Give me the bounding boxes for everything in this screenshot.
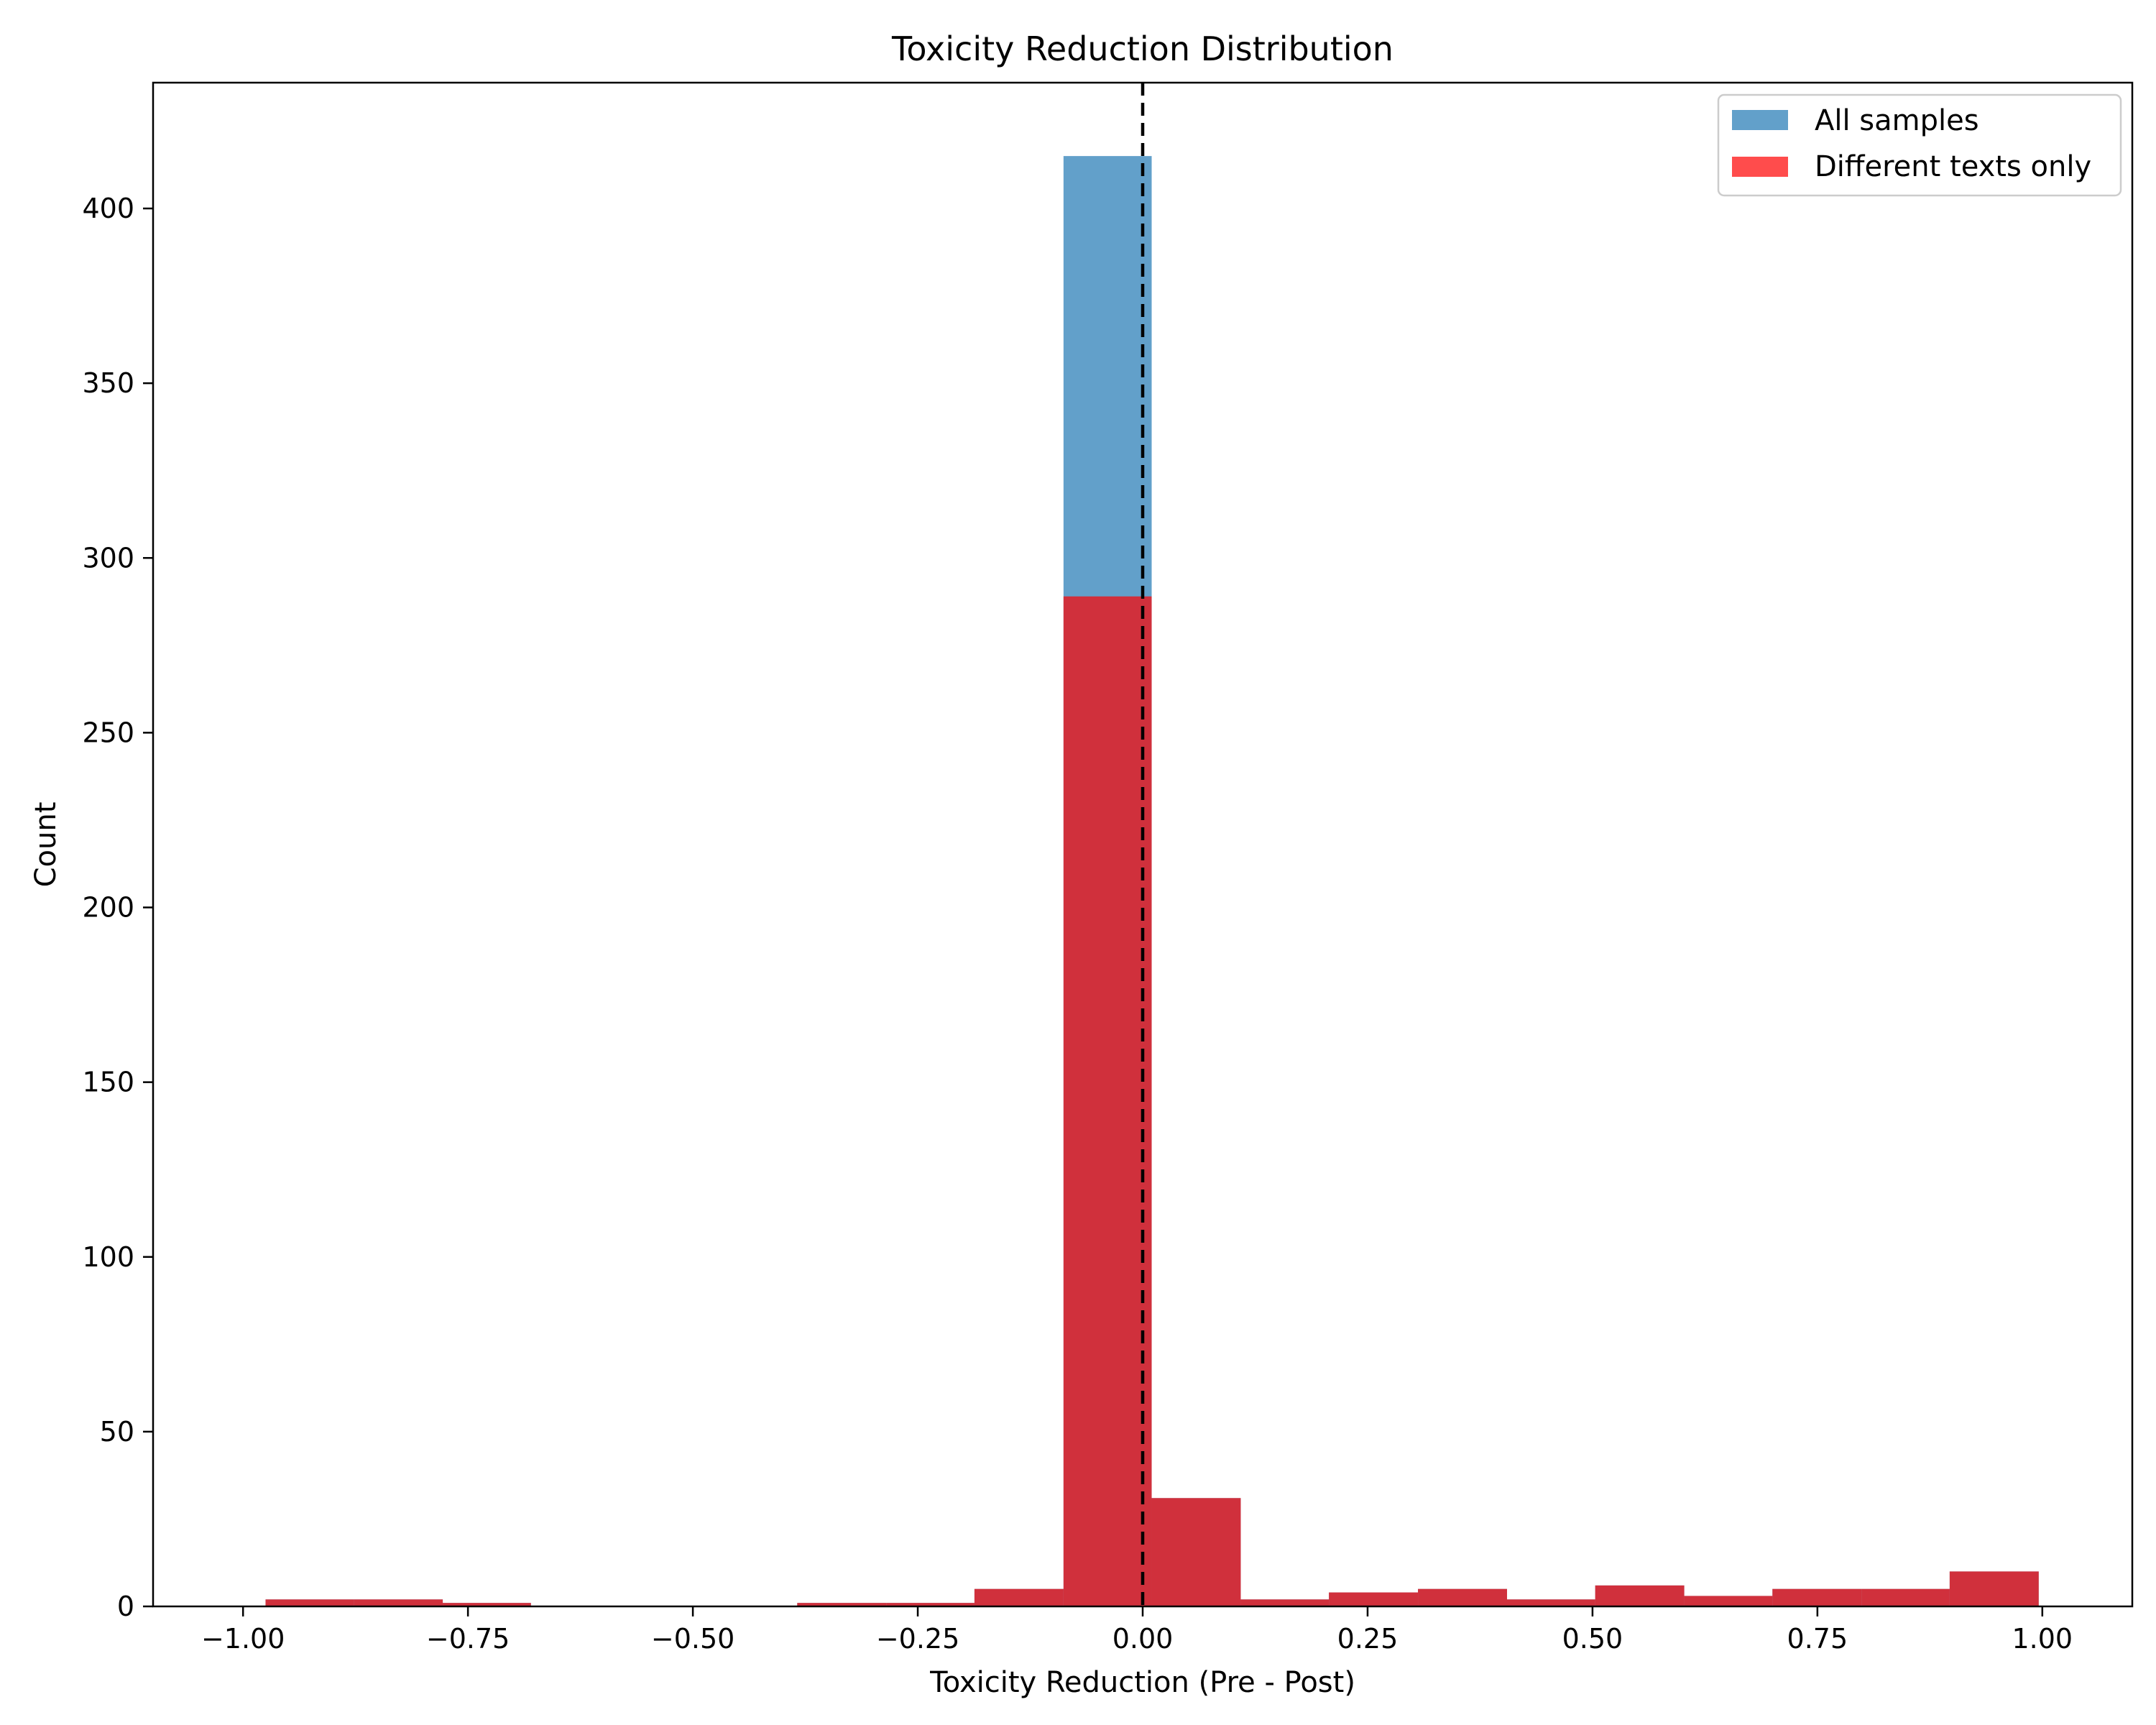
bar-series-1-bin-2 (443, 1603, 531, 1606)
y-tick-label: 200 (82, 892, 134, 924)
x-tick-label: 0.75 (1787, 1623, 1848, 1655)
bar-series-1-bin-0 (265, 1599, 354, 1606)
y-tick-label: 250 (82, 717, 134, 748)
bar-series-1-bin-11 (1240, 1599, 1330, 1606)
legend-label-different-texts: Different texts only (1815, 150, 2091, 183)
x-tick-label: 0.50 (1562, 1623, 1623, 1655)
y-tick-label: 100 (82, 1241, 134, 1273)
bar-series-1-bin-7 (886, 1603, 975, 1606)
y-tick-label: 350 (82, 367, 134, 399)
bar-series-1-bin-18 (1861, 1588, 1950, 1606)
y-axis-label: Count (29, 802, 63, 888)
bar-series-1-bin-17 (1772, 1588, 1862, 1606)
legend-swatch-different-texts (1732, 157, 1788, 177)
bar-series-1-bin-10 (1151, 1498, 1241, 1606)
x-tick-label: −0.50 (651, 1623, 734, 1655)
bar-series-1-bin-14 (1506, 1599, 1595, 1606)
bar-series-1-bin-9 (1063, 596, 1152, 1606)
bar-series-1-bin-8 (974, 1588, 1064, 1606)
legend-frame (1717, 93, 2122, 197)
legend-label-all-samples: All samples (1815, 104, 1979, 137)
x-tick-label: −0.75 (426, 1623, 510, 1655)
bar-series-1-bin-12 (1329, 1592, 1419, 1606)
bar-series-1-bin-1 (354, 1599, 443, 1606)
y-tick-label: 50 (100, 1416, 134, 1448)
bar-series-1-bin-15 (1595, 1585, 1685, 1606)
chart-title: Toxicity Reduction Distribution (891, 29, 1393, 68)
x-tick-label: 0.25 (1337, 1623, 1399, 1655)
y-tick-label: 150 (82, 1067, 134, 1098)
legend: All samples Different texts only (1717, 93, 2122, 197)
y-tick-label: 300 (82, 542, 134, 574)
y-axis: 0 50 100 150 200 250 300 350 400 (82, 193, 153, 1622)
legend-swatch-all-samples (1732, 110, 1788, 130)
x-axis-label: Toxicity Reduction (Pre - Post) (929, 1666, 1355, 1699)
y-tick-label: 0 (117, 1591, 134, 1622)
bar-series-1-bin-13 (1418, 1588, 1507, 1606)
x-tick-label: −0.25 (876, 1623, 959, 1655)
x-tick-label: −1.00 (201, 1623, 285, 1655)
bar-series-1-bin-6 (797, 1603, 887, 1606)
x-tick-label: 0.00 (1112, 1623, 1174, 1655)
bar-series-1-bin-19 (1949, 1571, 2039, 1606)
bar-series-1-bin-16 (1684, 1596, 1773, 1606)
y-tick-label: 400 (82, 193, 134, 224)
bars-layer (265, 156, 2039, 1607)
x-axis: −1.00 −0.75 −0.50 −0.25 0.00 0.25 0.50 0.75 1.00 (201, 1606, 2073, 1655)
x-tick-label: 1.00 (2012, 1623, 2073, 1655)
